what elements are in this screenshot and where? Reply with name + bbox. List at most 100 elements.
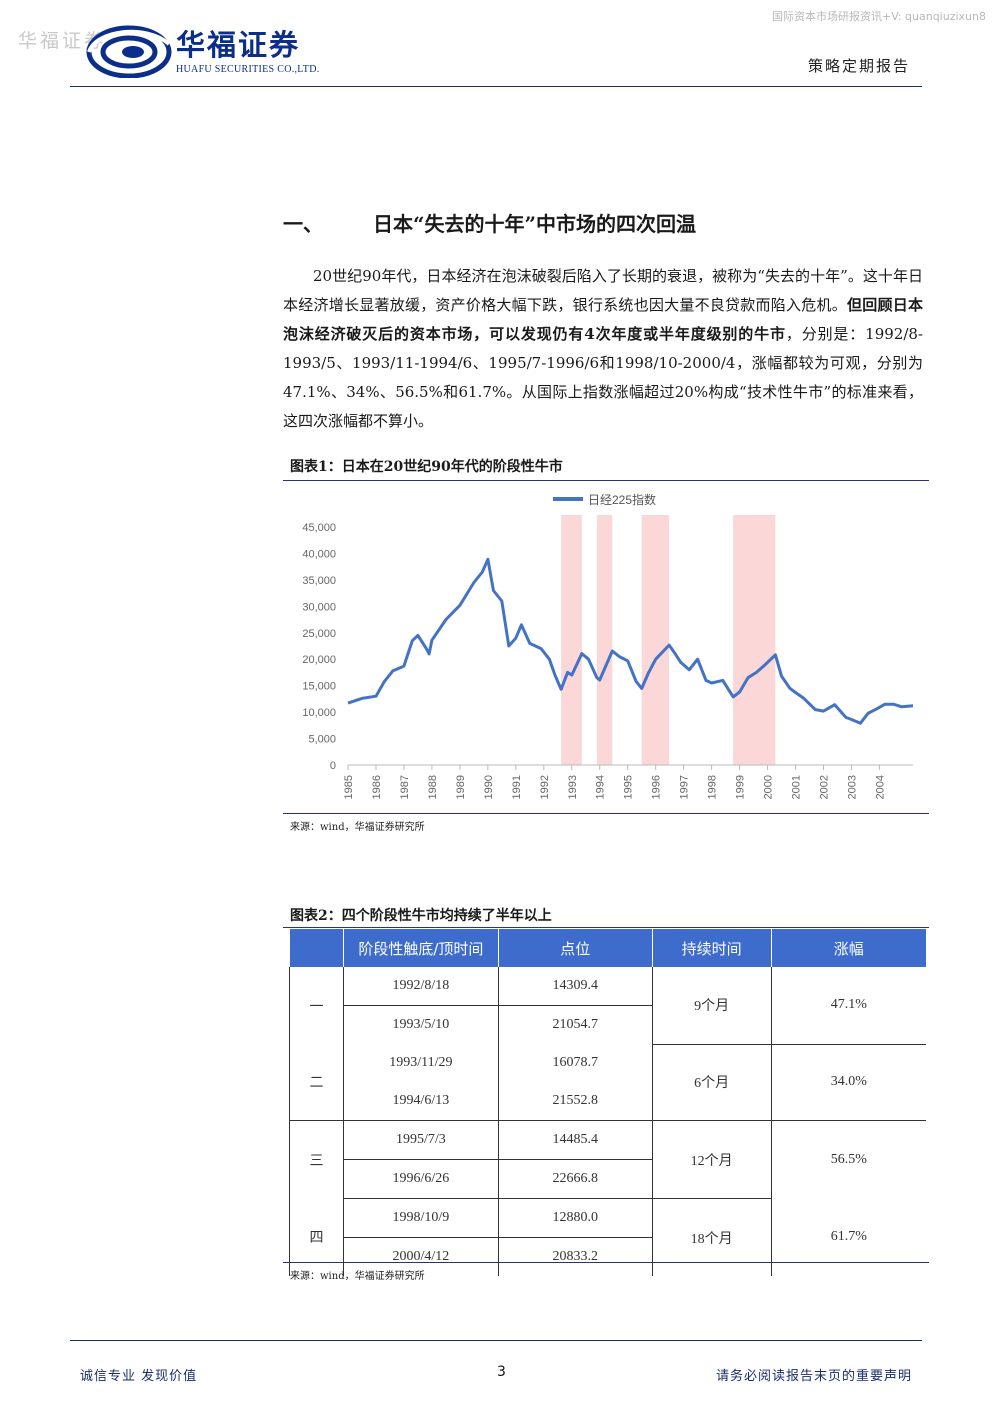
figure2-bottom-rule: [283, 1262, 929, 1263]
table-row: 2000/4/12 20833.2: [290, 1237, 927, 1276]
y-tick-label: 40,000: [302, 548, 336, 560]
logo-english-name: HUAFU SECURITIES CO.,LTD.: [176, 64, 320, 75]
y-tick-label: 10,000: [302, 707, 336, 719]
footer-disclaimer: 请务必阅读报告末页的重要声明: [715, 1369, 912, 1384]
y-tick-label: 20,000: [302, 654, 336, 666]
x-tick-label: 1995: [623, 775, 635, 799]
bull-market-highlight: [733, 515, 776, 765]
x-tick-label: 1987: [399, 775, 411, 799]
date-low: 1992/8/18: [342, 967, 499, 1006]
duration: 6个月: [651, 1043, 772, 1121]
gain: 34.0%: [770, 1043, 926, 1121]
watermark-left: 华福证券: [18, 30, 107, 52]
point-high: 21054.7: [497, 1005, 653, 1044]
point-low: 16078.7: [497, 1044, 653, 1082]
figure2-title: 图表2：四个阶段性牛市均持续了半年以上: [290, 908, 552, 924]
y-tick-label: 5,000: [308, 734, 336, 746]
duration: 18个月: [651, 1198, 772, 1276]
figure1-title: 图表1：日本在20世纪90年代的阶段性牛市: [290, 459, 563, 475]
table-header-cell: [289, 929, 344, 967]
date-high: 1994/6/13: [342, 1082, 499, 1121]
date-high: 2000/4/12: [342, 1237, 499, 1276]
x-tick-label: 1993: [567, 775, 579, 799]
section-title: 日本“失去的十年”中市场的四次回温: [373, 212, 697, 236]
legend-label: 日经225指数: [588, 492, 656, 507]
figure1-source: 来源：wind，华福证券研究所: [290, 822, 425, 833]
table-row: 三 1995/7/3 14485.4 12个月 56.5%: [289, 1120, 926, 1199]
bull-market-highlight: [596, 515, 613, 765]
header-rule: [70, 86, 922, 87]
paragraph-text-2: ，分别是：1992/8-1993/5、1993/11-1994/6、1995/7…: [283, 325, 923, 430]
y-tick-label: 25,000: [302, 628, 336, 640]
table-header-cell: 涨幅: [770, 929, 926, 967]
x-tick-label: 2000: [763, 775, 775, 799]
logo-swirl-icon: [86, 25, 172, 79]
date-low: 1998/10/9: [342, 1198, 499, 1238]
footer-rule: [70, 1340, 922, 1341]
paragraph-bold-text: 但回顾日本泡沫经济破灭后的资本市场，可以发现仍有4次年度或半年度级别的牛市: [283, 296, 923, 343]
x-tick-label: 2003: [846, 775, 858, 799]
period-label: 一: [289, 967, 344, 1044]
logo-chinese-name: 华福证券: [176, 28, 301, 62]
period-label: 四: [289, 1198, 344, 1276]
figure1-bottom-rule: [283, 813, 929, 814]
point-high: 20833.2: [497, 1237, 653, 1276]
period-label: 二: [289, 1044, 344, 1121]
footer-slogan: 诚信专业 发现价值: [80, 1369, 198, 1384]
table-row: 1994/6/13 21552.8: [290, 1082, 927, 1121]
table-row: 1996/6/26 22666.8: [290, 1159, 927, 1199]
y-tick-label: 30,000: [302, 601, 336, 613]
point-high: 21552.8: [497, 1082, 653, 1121]
nikkei225-series-line: [347, 557, 914, 725]
duration: 12个月: [651, 1120, 772, 1199]
x-tick-label: 1988: [427, 775, 439, 799]
section-number: 一、: [283, 212, 323, 236]
x-tick-label: 2001: [791, 775, 803, 799]
table-row: 一 1992/8/18 14309.4 9个月 47.1%: [289, 967, 926, 1044]
x-tick-label: 1998: [707, 775, 719, 799]
figure1-top-rule: [283, 480, 929, 481]
page-number: 3: [497, 1364, 506, 1380]
y-tick-label: 45,000: [302, 522, 336, 534]
duration: 9个月: [651, 967, 772, 1044]
nikkei-line-chart: 0 5,000 10,000 15,000 20,000 25,000 30,000 35,0…: [302, 492, 914, 799]
date-low: 1995/7/3: [342, 1120, 499, 1160]
x-tick-label: 1989: [455, 775, 467, 799]
table-row: 四 1998/10/9 12880.0 18个月 61.7%: [289, 1198, 926, 1276]
y-tick-label: 15,000: [302, 681, 336, 693]
table-row: 二 1993/11/29 16078.7 6个月 34.0%: [289, 1043, 926, 1121]
table-header-cell: 点位: [497, 929, 653, 967]
date-low: 1993/11/29: [342, 1044, 499, 1082]
body-paragraph: 20世纪90年代，日本经济在泡沫破裂后陷入了长期的衰退，被称为“失去的十年”。这…: [283, 262, 923, 436]
table-header-cell: 持续时间: [651, 929, 772, 967]
paragraph-text-1: 20世纪90年代，日本经济在泡沫破裂后陷入了长期的衰退，被称为“失去的十年”。这…: [283, 267, 923, 314]
bull-market-table: 阶段性触底/顶时间 点位 持续时间 涨幅 一 1992/8/18 14309.4…: [289, 929, 926, 1276]
x-tick-label: 1997: [679, 775, 691, 799]
y-tick-label: 0: [330, 760, 336, 772]
x-tick-label: 1999: [735, 775, 747, 799]
bull-market-highlight: [561, 515, 582, 765]
point-low: 14485.4: [497, 1120, 653, 1160]
y-tick-label: 35,000: [302, 575, 336, 587]
x-tick-label: 1996: [651, 775, 663, 799]
point-low: 12880.0: [497, 1198, 653, 1238]
figure2-source: 来源：wind，华福证券研究所: [290, 1271, 425, 1282]
gain: 47.1%: [770, 967, 926, 1044]
x-tick-label: 1990: [483, 775, 495, 799]
x-tick-label: 1991: [511, 775, 523, 799]
watermark-right: 国际资本市场研报资讯+V: quanqiuzixun8: [771, 10, 986, 23]
bull-market-highlight: [641, 515, 670, 765]
table-header-row: 阶段性触底/顶时间 点位 持续时间 涨幅: [289, 929, 926, 967]
section-heading: 一、 日本“失去的十年”中市场的四次回温: [283, 208, 696, 237]
gain: 56.5%: [770, 1120, 926, 1199]
x-tick-label: 1992: [539, 775, 551, 799]
gain: 61.7%: [770, 1198, 926, 1276]
x-tick-label: 1985: [343, 775, 355, 799]
x-tick-label: 1986: [371, 775, 383, 799]
table-row: 1993/5/10 21054.7: [290, 1005, 927, 1044]
company-logo: 华福证券 HUAFU SECURITIES CO.,LTD.: [86, 20, 336, 79]
x-tick-label: 1994: [595, 775, 607, 799]
period-label: 三: [289, 1120, 344, 1199]
date-high: 1993/5/10: [342, 1005, 499, 1044]
point-low: 14309.4: [497, 967, 653, 1006]
